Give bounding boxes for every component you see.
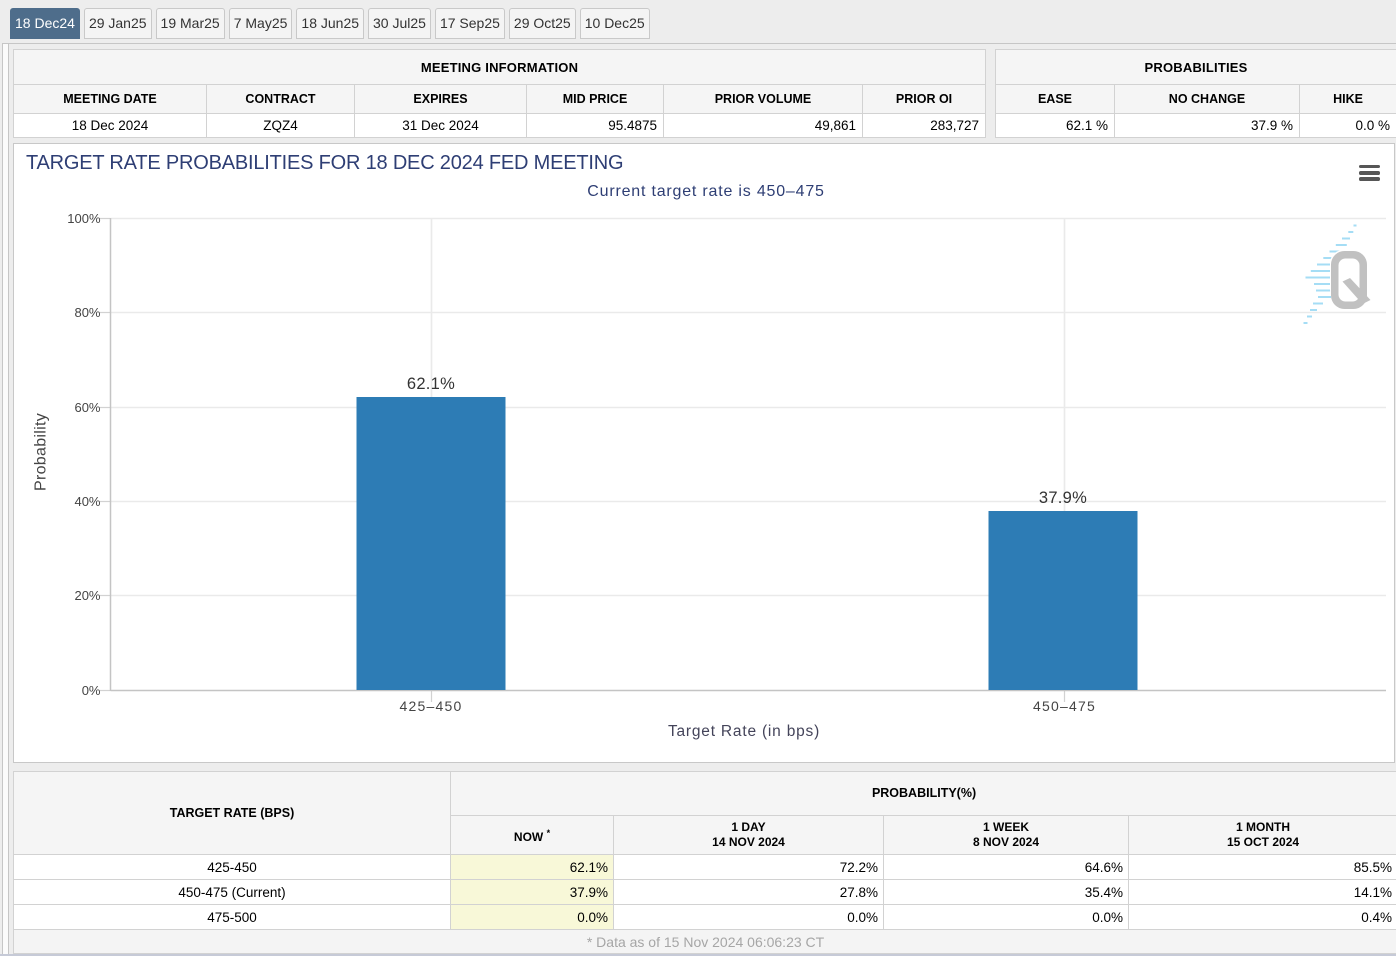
svg-text:Probability: Probability — [33, 413, 50, 491]
svg-text:60%: 60% — [74, 400, 100, 415]
svg-text:37.9%: 37.9% — [1039, 489, 1087, 507]
svg-text:20%: 20% — [74, 588, 100, 603]
svg-text:62.1%: 62.1% — [407, 375, 455, 393]
svg-text:40%: 40% — [74, 494, 100, 509]
svg-text:450–475: 450–475 — [1033, 698, 1096, 714]
svg-text:100%: 100% — [67, 211, 101, 226]
svg-text:80%: 80% — [74, 305, 100, 320]
svg-text:0%: 0% — [82, 683, 101, 698]
svg-text:425–450: 425–450 — [400, 698, 463, 714]
svg-text:Target Rate (in bps): Target Rate (in bps) — [668, 723, 820, 740]
